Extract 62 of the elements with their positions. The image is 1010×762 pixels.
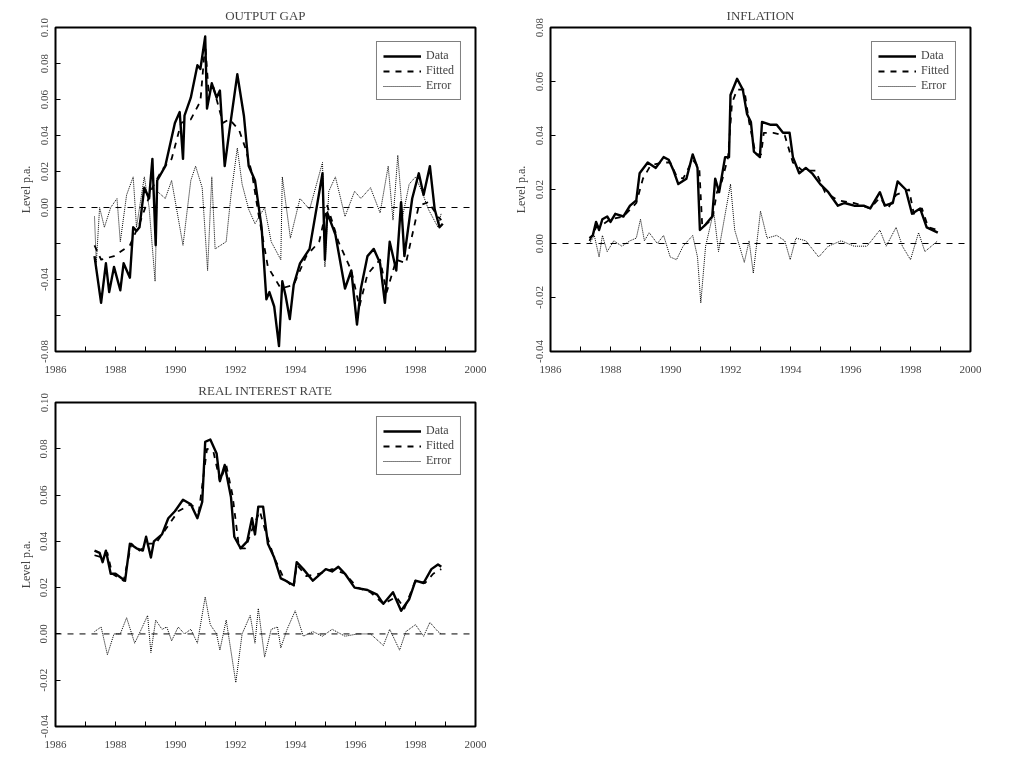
- x-tick-label: 1988: [599, 362, 622, 375]
- y-tick-label: 0.10: [37, 392, 50, 413]
- y-tick-label: 0.08: [37, 438, 50, 459]
- x-tick-label: 2000: [959, 362, 982, 375]
- x-tick-label: 1992: [719, 362, 742, 375]
- legend-label: Error: [425, 78, 452, 93]
- x-tick-label: 1998: [899, 362, 922, 375]
- legend-label: Data: [425, 48, 449, 63]
- y-tick-label: 0.02: [37, 161, 50, 182]
- x-tick-label: 2000: [464, 737, 487, 750]
- x-tick-label: 1986: [539, 362, 562, 375]
- legend-label: Fitted: [425, 438, 454, 453]
- x-tick-label: 1994: [779, 362, 802, 375]
- y-tick-label: -0.04: [37, 714, 50, 738]
- y-tick-label: 0.06: [37, 89, 50, 110]
- legend-label: Fitted: [425, 63, 454, 78]
- y-tick-label: 0.06: [532, 71, 545, 92]
- y-axis-title: Level p.a.: [513, 165, 528, 214]
- y-tick-label: 0.08: [532, 17, 545, 38]
- y-tick-label: -0.04: [37, 267, 50, 291]
- y-tick-label: -0.02: [532, 286, 545, 309]
- x-tick-label: 1996: [839, 362, 862, 375]
- x-tick-label: 1994: [284, 362, 307, 375]
- y-tick-label: 0.00: [37, 197, 50, 218]
- y-tick-label: 0.04: [37, 125, 50, 146]
- y-tick-label: -0.08: [37, 339, 50, 363]
- y-tick-label: 0.08: [37, 53, 50, 74]
- y-axis-title: Level p.a.: [18, 540, 33, 589]
- y-tick-label: 0.06: [37, 484, 50, 505]
- y-tick-label: 0.00: [37, 623, 50, 644]
- y-tick-label: -0.04: [532, 339, 545, 363]
- x-tick-label: 1994: [284, 737, 307, 750]
- x-tick-label: 1990: [164, 362, 187, 375]
- legend-label: Data: [920, 48, 944, 63]
- y-tick-label: 0.04: [37, 531, 50, 551]
- x-tick-label: 1998: [404, 737, 427, 750]
- chart-title: INFLATION: [726, 7, 796, 23]
- x-tick-label: 2000: [464, 362, 487, 375]
- legend-label: Error: [425, 453, 452, 468]
- x-tick-label: 1986: [44, 362, 67, 375]
- y-tick-label: 0.10: [37, 17, 50, 38]
- x-tick-label: 1988: [104, 737, 127, 750]
- y-tick-label: 0.00: [532, 233, 545, 254]
- y-tick-label: 0.04: [532, 125, 545, 146]
- y-tick-label: 0.02: [37, 578, 50, 598]
- legend-label: Error: [920, 78, 947, 93]
- x-tick-label: 1996: [344, 737, 367, 750]
- x-tick-label: 1986: [44, 737, 67, 750]
- x-tick-label: 1992: [224, 362, 247, 375]
- y-tick-label: -0.02: [37, 668, 50, 692]
- x-tick-label: 1992: [224, 737, 247, 750]
- x-tick-label: 1990: [659, 362, 682, 375]
- x-tick-label: 1996: [344, 362, 367, 375]
- x-tick-label: 1990: [164, 737, 187, 750]
- chart-title: REAL INTEREST RATE: [198, 382, 332, 398]
- y-tick-label: 0.02: [532, 179, 545, 200]
- x-tick-label: 1988: [104, 362, 127, 375]
- legend-label: Fitted: [920, 63, 949, 78]
- legend-label: Data: [425, 423, 449, 438]
- chart-title: OUTPUT GAP: [225, 7, 306, 23]
- x-tick-label: 1998: [404, 362, 427, 375]
- y-axis-title: Level p.a.: [18, 165, 33, 214]
